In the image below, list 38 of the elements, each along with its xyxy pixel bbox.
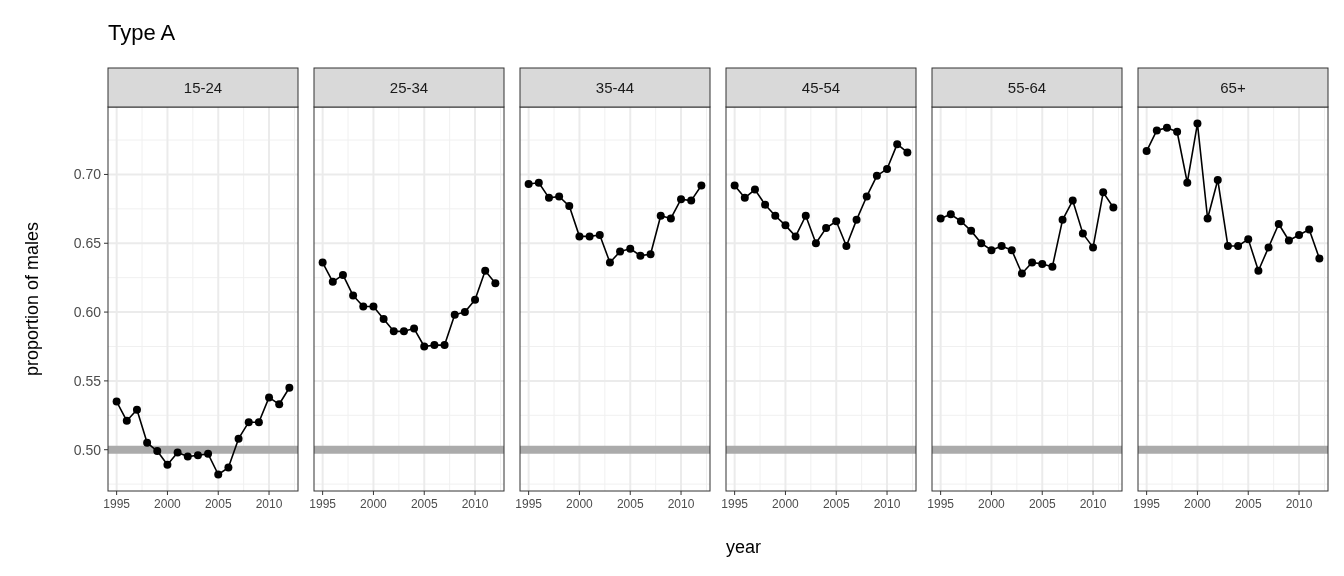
x-tick-label: 2010 bbox=[667, 497, 695, 511]
x-tick-label: 1995 bbox=[1133, 497, 1161, 511]
x-axis-title: year bbox=[726, 537, 762, 557]
x-tick-label: 1995 bbox=[927, 497, 955, 511]
x-tick-label: 2010 bbox=[873, 497, 901, 511]
chart-subtitle: 25-34 bbox=[389, 78, 429, 96]
y-tick-label: 0.60 bbox=[73, 304, 102, 321]
x-tick-label: 2010 bbox=[1285, 497, 1313, 511]
x-tick-label: 2005 bbox=[204, 497, 232, 511]
x-tick-label: 2010 bbox=[1079, 497, 1107, 511]
x-tick-label: 2000 bbox=[566, 497, 594, 511]
x-tick-label: 1995 bbox=[103, 497, 131, 511]
x-tick-label: 2010 bbox=[255, 497, 283, 511]
y-tick-label: 0.70 bbox=[73, 166, 102, 183]
x-tick-label: 2010 bbox=[461, 497, 489, 511]
x-tick-label: 1995 bbox=[309, 497, 337, 511]
y-tick-label: 0.55 bbox=[73, 372, 102, 389]
chart-subtitle: 55-64 bbox=[1007, 78, 1047, 96]
x-tick-label: 2000 bbox=[772, 497, 800, 511]
x-tick-label: 2005 bbox=[822, 497, 850, 511]
x-tick-label: 2000 bbox=[978, 497, 1006, 511]
chart-subtitle: 45-54 bbox=[801, 78, 841, 96]
x-tick-label: 2000 bbox=[154, 497, 182, 511]
y-axis-title: proportion of males bbox=[22, 221, 42, 377]
x-tick-label: 1995 bbox=[721, 497, 749, 511]
chart-title: Type A bbox=[108, 20, 176, 45]
x-tick-label: 2000 bbox=[1184, 497, 1212, 511]
chart-subtitle: 15-24 bbox=[183, 78, 223, 96]
chart-subtitle: 65+ bbox=[1220, 78, 1246, 96]
x-tick-label: 2005 bbox=[410, 497, 438, 511]
x-tick-label: 2000 bbox=[360, 497, 388, 511]
x-tick-label: 2005 bbox=[1028, 497, 1056, 511]
y-tick-label: 0.65 bbox=[73, 235, 102, 252]
y-tick-label: 0.50 bbox=[73, 441, 102, 458]
chart-subtitle: 35-44 bbox=[595, 78, 635, 96]
x-tick-label: 1995 bbox=[515, 497, 543, 511]
x-tick-label: 2005 bbox=[616, 497, 644, 511]
x-tick-label: 2005 bbox=[1234, 497, 1262, 511]
